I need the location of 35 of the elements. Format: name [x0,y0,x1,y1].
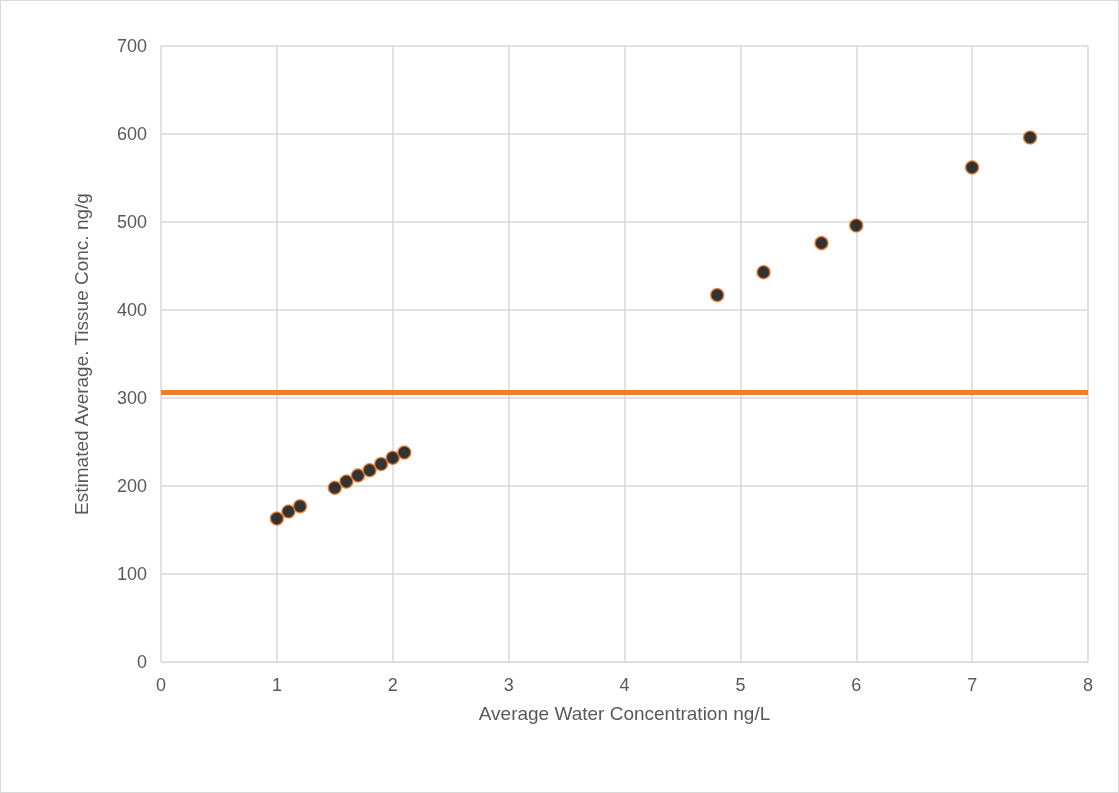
point [373,456,389,472]
point [1022,130,1038,145]
point [339,474,354,489]
x-tick-label: 8 [1082,675,1094,695]
y-tick-label: 0 [136,652,147,672]
y-tick-label: 100 [116,564,147,584]
point [327,480,343,496]
point [281,504,296,519]
x-tick-label: 5 [735,675,746,695]
x-tick-label: 6 [851,675,862,695]
y-tick-label: 600 [116,124,147,144]
point [756,264,771,280]
x-tick-label: 4 [619,675,630,695]
y-tick-label: 200 [116,476,147,496]
x-tick-label: 3 [503,675,514,695]
x-tick-label: 1 [271,675,282,695]
point [362,462,377,478]
point [814,235,829,251]
y-tick-label: 400 [116,300,147,320]
y-axis-title: Estimated Average. Tissue Conc. ng/g [71,193,92,515]
point [397,445,412,460]
y-tick-label: 500 [116,212,147,232]
y-tick-label: 300 [116,388,147,408]
x-tick-label: 2 [387,675,398,695]
x-axis-title: Average Water Concentration ng/L [478,703,771,724]
point [350,468,366,483]
point [709,287,725,303]
y-tick-label: 700 [116,36,147,56]
x-tick-label: 0 [155,675,167,695]
x-tick-label: 7 [967,675,978,695]
point [292,498,308,514]
point [964,160,980,175]
point [269,511,285,526]
point [385,450,400,466]
point [849,218,864,233]
